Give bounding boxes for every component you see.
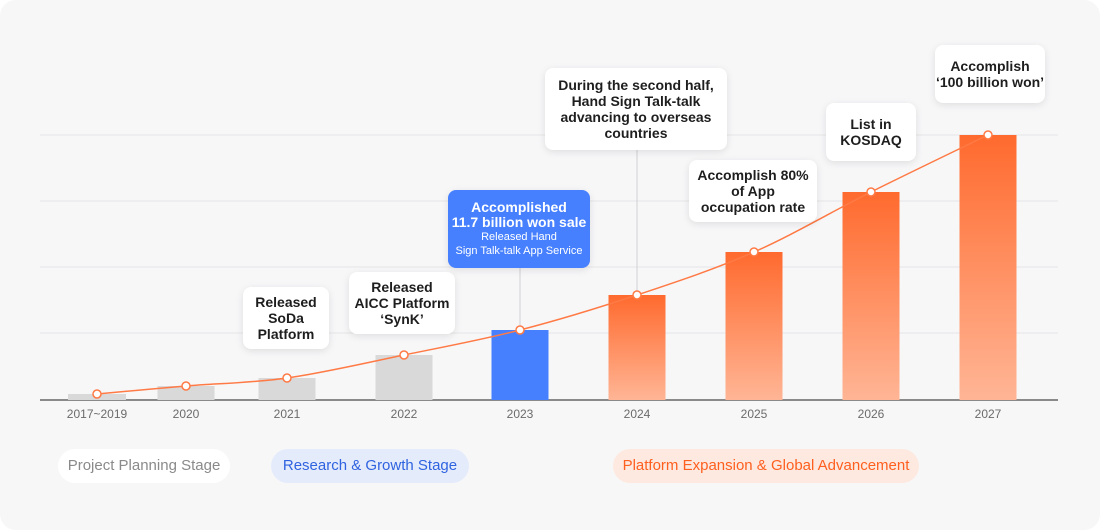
x-tick-label: 2022 [391,407,418,421]
x-tick-label: 2023 [507,407,534,421]
annotation-line: Accomplish [950,58,1030,74]
x-tick-label: 2024 [624,407,651,421]
stage-badge-planning: Project Planning Stage [58,449,230,483]
annotation-callout-2025: Accomplish 80% of App occupation rate [689,160,817,222]
trend-point [399,350,409,360]
trend-point [632,290,642,300]
bar-2023 [491,330,549,400]
annotation-line: occupation rate [700,199,806,215]
trend-point [181,381,191,391]
bar-2021 [258,378,316,400]
trend-line [96,134,989,395]
bar-2024 [608,295,666,400]
trend-point [282,373,292,383]
x-tick-label: 2017~2019 [67,407,128,421]
annotation-line: 11.7 billion won sale [451,214,587,230]
annotation-callout-2021: Released SoDa Platform [243,287,329,349]
annotation-subline: Sign Talk-talk App Service [455,245,583,257]
x-tick-label: 2025 [741,407,768,421]
x-tick-label: 2021 [274,407,301,421]
annotation-callout-2026: List in KOSDAQ [826,103,916,161]
x-tick-label: 2020 [173,407,200,421]
annotation-subline: Released Hand [481,231,557,243]
bar-2020 [157,386,215,400]
bar-2025 [725,252,783,400]
annotation-line: ‘100 billion won’ [935,74,1045,90]
bar-2026 [842,192,900,400]
annotation-line: Accomplished [471,199,567,215]
annotation-line: Hand Sign Talk-talk [571,93,701,109]
annotation-line: List in [850,116,892,132]
annotation-line: advancing to overseas [560,109,712,125]
annotation-line: Released [371,279,433,295]
annotation-line: of App [731,183,775,199]
annotation-line: Platform [257,326,315,342]
annotation-line: countries [604,125,668,141]
annotation-callout-2027: Accomplish ‘100 billion won’ [935,45,1045,103]
annotation-line: AICC Platform [354,295,450,311]
bar-2027 [959,135,1017,400]
annotation-callout-2022: Released AICC Platform ‘SynK’ [349,272,455,334]
trend-point [983,130,993,140]
trend-point [866,187,876,197]
trend-point [515,325,525,335]
stage-badge-expansion: Platform Expansion & Global Advancement [613,449,919,483]
x-tick-label: 2026 [858,407,885,421]
annotation-line: KOSDAQ [840,132,902,148]
x-tick-label: 2027 [975,407,1002,421]
bar-2022 [375,355,433,400]
annotation-callout-2023: Accomplished 11.7 billion won sale Relea… [448,190,590,268]
annotation-line: ‘SynK’ [380,311,424,327]
stage-badge-research: Research & Growth Stage [271,449,469,483]
trend-point [749,247,759,257]
annotation-callout-2024: During the second half, Hand Sign Talk-t… [545,68,727,150]
annotation-line: SoDa [268,310,304,326]
annotation-line: Accomplish 80% [697,167,809,183]
annotation-line: During the second half, [558,77,714,93]
annotation-line: Released [255,294,317,310]
trend-point [92,389,102,399]
